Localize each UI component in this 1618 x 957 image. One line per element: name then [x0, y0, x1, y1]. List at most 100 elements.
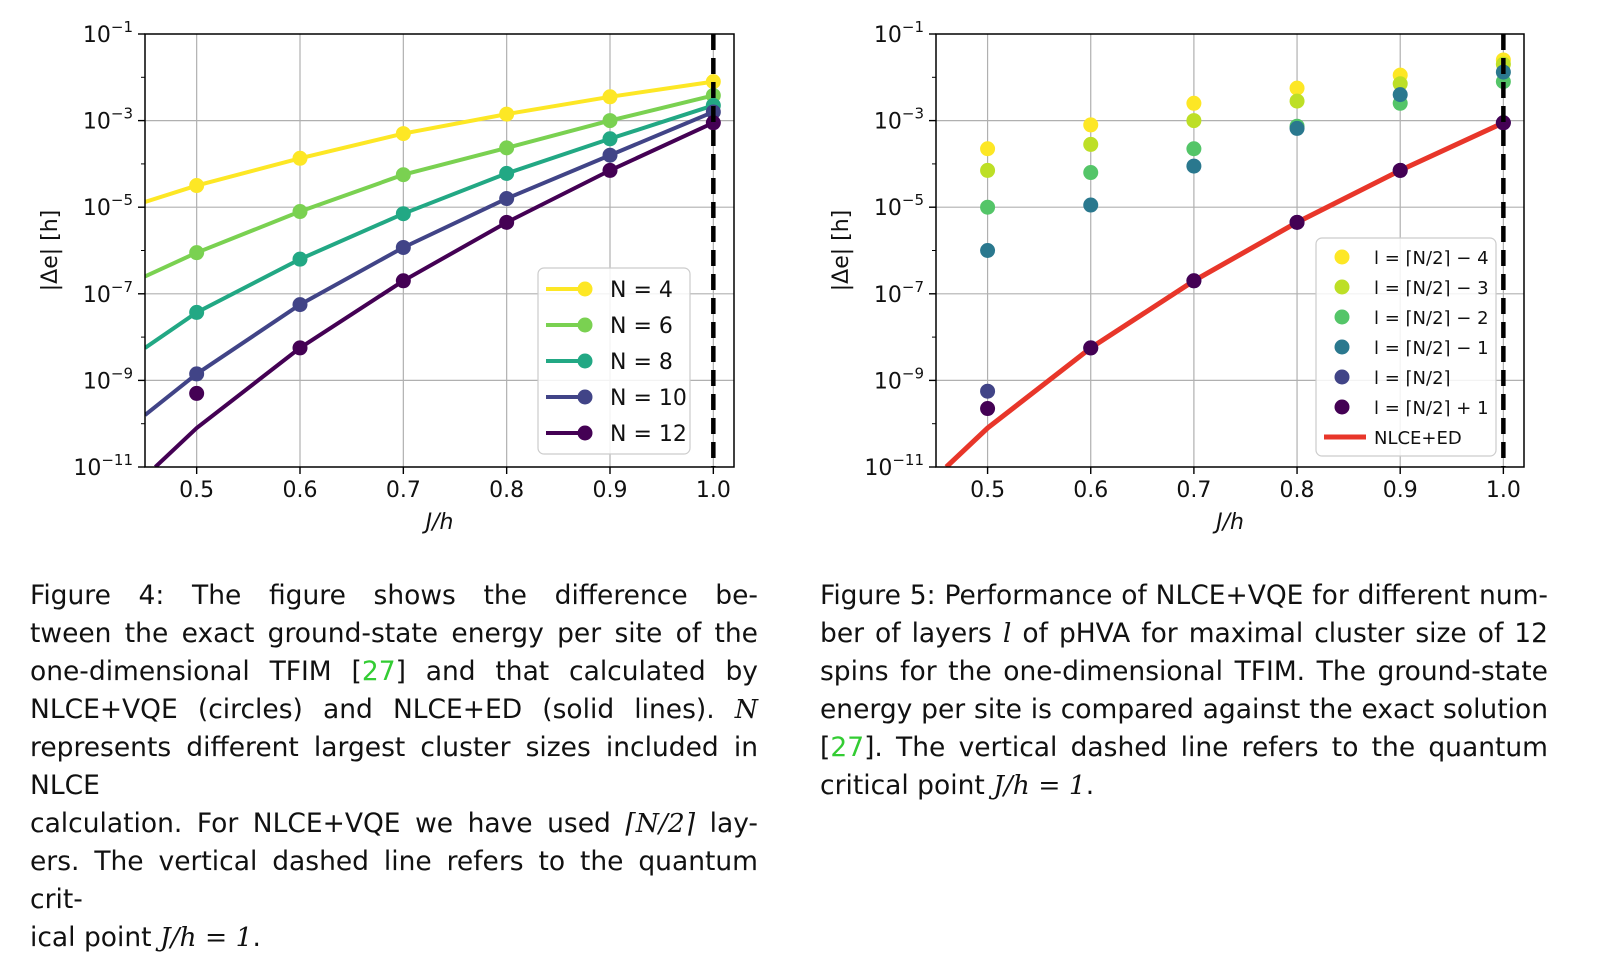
ticks: 0.5 0.6 0.7 0.8 0.9 1.0 10−1 10−3 10−5 10−7 10−9 10…: [864, 18, 1521, 503]
data-point: [980, 243, 996, 258]
data-point: [1186, 273, 1202, 289]
y-axis-label: |Δe| [h]: [38, 210, 63, 292]
figure-5-caption: Figure 5: Performance of NLCE+VQE for di…: [820, 577, 1548, 805]
legend-marker-swatch: [1334, 279, 1350, 295]
legend-label: N = 8: [610, 350, 673, 375]
legend-label: N = 12: [610, 422, 687, 447]
data-point: [1083, 165, 1099, 181]
x-axis-label: J/h: [1212, 510, 1244, 535]
data-point: [1392, 87, 1408, 103]
data-point: [395, 167, 411, 183]
data-point: [395, 206, 411, 222]
data-point: [602, 162, 618, 178]
caption-text: energy per site is compared against the …: [820, 694, 1548, 725]
caption-line: Figure 4: The figure shows the differenc…: [30, 577, 758, 615]
legend-marker-swatch: [577, 353, 593, 369]
data-point: [1289, 80, 1305, 96]
caption-text: of pHVA for maximal cluster size of 12: [1022, 618, 1548, 649]
data-point: [292, 150, 308, 166]
data-point: [1289, 93, 1305, 109]
data-point: [980, 401, 996, 417]
x-tick-label: 0.5: [179, 478, 214, 503]
legend-marker-swatch: [577, 317, 593, 333]
data-point: [395, 273, 411, 289]
data-point: [705, 115, 721, 131]
math-expression: J/h = 1: [159, 922, 253, 953]
x-tick-label: 0.7: [1176, 478, 1211, 503]
data-point: [1083, 340, 1099, 356]
y-tick-label: 10−9: [874, 364, 924, 394]
data-point: [980, 383, 996, 399]
legend-label: l = ⌈N/2⌉: [1374, 368, 1451, 389]
x-axis-label: J/h: [422, 510, 454, 535]
caption-text: .: [252, 922, 261, 953]
citation-link[interactable]: 27: [361, 656, 396, 687]
caption-text: represents different largest cluster siz…: [30, 732, 758, 801]
x-tick-label: 0.8: [489, 478, 524, 503]
data-point: [189, 366, 205, 382]
caption-text: Figure 5: Performance of NLCE+VQE for di…: [820, 580, 1548, 611]
caption-line: tween the exact ground-state energy per …: [30, 615, 758, 653]
math-expression: ⌈N/2⌉: [625, 808, 696, 839]
data-point: [602, 131, 618, 147]
series-points: [189, 74, 721, 401]
y-tick-label: 10−7: [83, 278, 133, 308]
caption-text: ]. The vertical dashed line refers to th…: [864, 732, 1548, 763]
y-tick-label: 10−11: [864, 451, 924, 481]
data-point: [1083, 136, 1099, 152]
data-point: [1392, 162, 1408, 178]
legend-marker-swatch: [1334, 309, 1350, 325]
y-tick-label: 10−11: [73, 451, 133, 481]
data-point: [1083, 197, 1099, 213]
figures-canvas: 0.5 0.6 0.7 0.8 0.9 1.0 10−1 10−3 10−5 10−7 10−9 10…: [38, 18, 1525, 535]
y-tick-label: 10−7: [874, 278, 924, 308]
x-tick-label: 0.6: [1073, 478, 1108, 503]
y-tick-label: 10−3: [874, 105, 924, 135]
legend-marker-swatch: [1334, 399, 1350, 415]
legend: N = 4 N = 6 N = 8 N = 10 N = 12: [537, 267, 691, 455]
legend-label: l = ⌈N/2⌉ − 3: [1374, 278, 1489, 299]
x-tick-label: 1.0: [1486, 478, 1521, 503]
caption-line: ber of layers l of pHVA for maximal clus…: [820, 615, 1548, 653]
figure-4-chart: 0.5 0.6 0.7 0.8 0.9 1.0 10−1 10−3 10−5 10−7 10−9 10…: [38, 18, 735, 535]
caption-line: one-dimensional TFIM [27] and that calcu…: [30, 653, 758, 691]
caption-line: Figure 5: Performance of NLCE+VQE for di…: [820, 577, 1548, 615]
caption-line: spins for the one-dimensional TFIM. The …: [820, 653, 1548, 691]
data-point: [705, 74, 721, 90]
data-point: [602, 113, 618, 129]
legend-marker-swatch: [1334, 249, 1350, 265]
legend-marker-swatch: [1334, 369, 1350, 385]
x-tick-label: 0.5: [970, 478, 1005, 503]
legend: l = ⌈N/2⌉ − 4 l = ⌈N/2⌉ − 3 l = ⌈N/2⌉ − 2 l…: [1315, 237, 1497, 457]
series-line: [145, 93, 714, 279]
y-tick-label: 10−3: [83, 105, 133, 135]
x-tick-label: 0.6: [283, 478, 318, 503]
math-variable: l: [1002, 618, 1012, 649]
y-tick-label: 10−5: [874, 191, 924, 221]
data-point: [189, 385, 205, 401]
data-point: [1186, 158, 1202, 174]
legend-label: N = 6: [610, 314, 673, 339]
citation-link[interactable]: 27: [830, 732, 865, 763]
data-point: [602, 89, 618, 105]
data-point: [1083, 117, 1099, 133]
data-point: [1289, 120, 1305, 136]
data-point: [292, 251, 308, 267]
data-point: [499, 214, 515, 230]
data-point: [499, 106, 515, 122]
data-point: [395, 126, 411, 142]
caption-text: calculation. For NLCE+VQE we have used: [30, 808, 611, 839]
figure-5-chart: 0.5 0.6 0.7 0.8 0.9 1.0 10−1 10−3 10−5 10−7 10−9 10…: [829, 18, 1525, 535]
caption-line: critical point J/h = 1.: [820, 767, 1548, 805]
caption-text: lay-: [709, 808, 758, 839]
legend-label: l = ⌈N/2⌉ − 2: [1374, 308, 1489, 329]
caption-text: one-dimensional TFIM [: [30, 656, 362, 687]
data-point: [499, 140, 515, 156]
caption-line: represents different largest cluster siz…: [30, 729, 758, 805]
caption-text: ers. The vertical dashed line refers to …: [30, 846, 758, 915]
data-point: [1392, 76, 1408, 92]
data-point: [292, 340, 308, 356]
legend-label: l = ⌈N/2⌉ − 4: [1374, 248, 1489, 269]
ticks: 0.5 0.6 0.7 0.8 0.9 1.0 10−1 10−3 10−5 10−7 10−9 10…: [73, 18, 730, 503]
legend-label: NLCE+ED: [1374, 428, 1462, 449]
